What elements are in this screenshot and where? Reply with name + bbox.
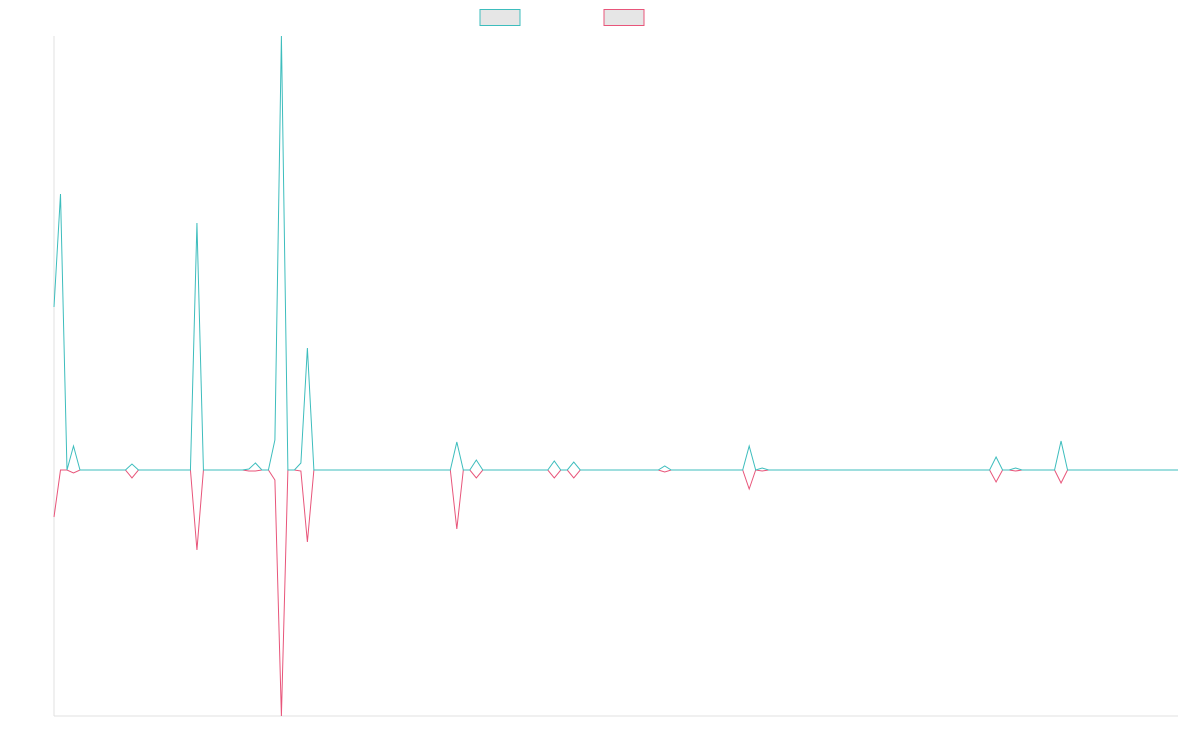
legend-swatch xyxy=(479,9,521,26)
series-line xyxy=(53,35,1178,471)
legend-swatch xyxy=(603,9,645,26)
series-line xyxy=(53,469,1178,717)
